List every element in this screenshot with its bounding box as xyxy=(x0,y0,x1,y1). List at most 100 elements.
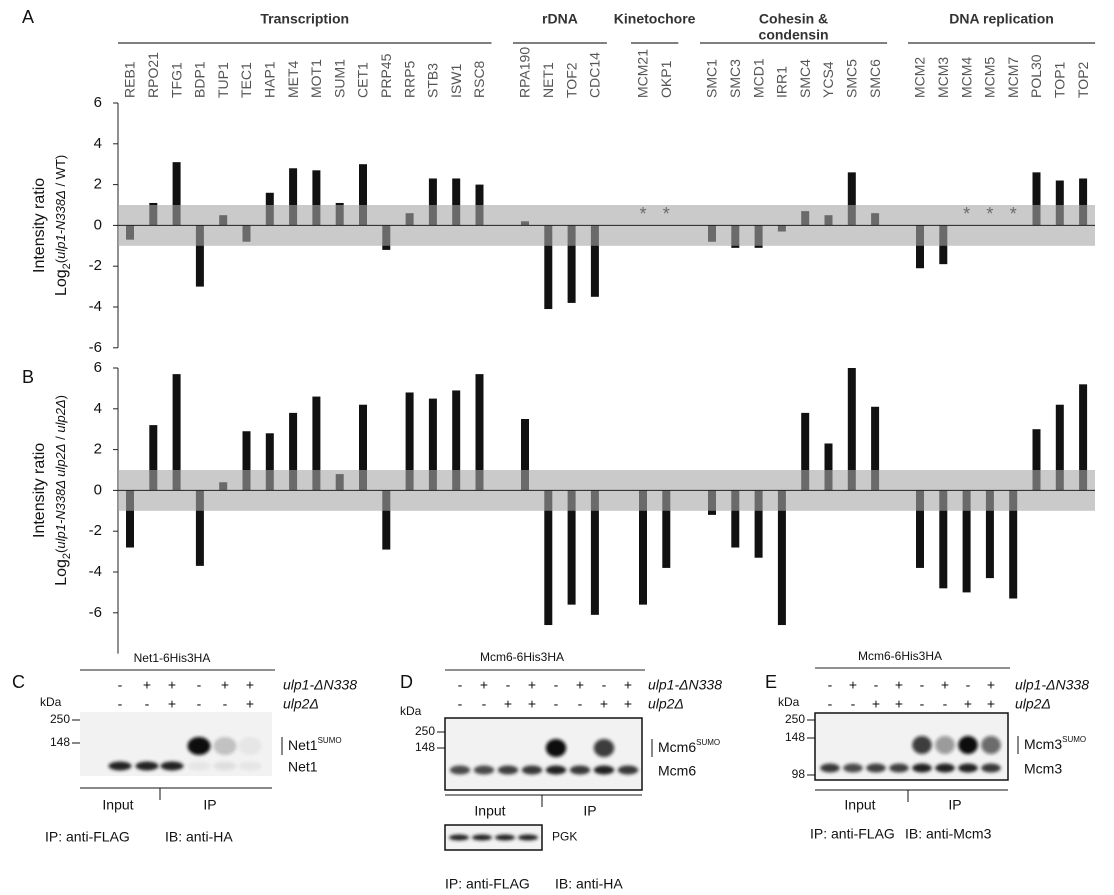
construct: Mcm6-6His3HA xyxy=(480,650,564,664)
sign: - xyxy=(223,696,228,712)
gene-label: PRP45 xyxy=(378,53,394,98)
sign: + xyxy=(576,677,584,693)
panel-letter: C xyxy=(12,672,25,692)
sign: - xyxy=(458,677,463,693)
gene-label: TFG1 xyxy=(168,62,184,98)
sign: + xyxy=(872,696,880,712)
band-signal xyxy=(546,766,566,775)
group-label: Input xyxy=(102,797,133,813)
sign: - xyxy=(145,696,150,712)
sumo-signal xyxy=(546,739,566,757)
y-tick-label: 2 xyxy=(94,441,102,458)
gene-label: BDP1 xyxy=(192,61,208,98)
marker-label: 98 xyxy=(792,767,806,781)
sign: + xyxy=(941,677,949,693)
panel-letter: D xyxy=(400,672,413,692)
band-label: Mcm3 xyxy=(1024,761,1062,777)
kda-label: kDa xyxy=(778,695,800,709)
loading-signal xyxy=(472,835,492,841)
y-tick-label: 0 xyxy=(94,481,102,498)
ib-label: IB: anti-Mcm3 xyxy=(905,826,992,842)
group-label: Transcription xyxy=(260,11,349,27)
sign: + xyxy=(246,677,254,693)
gene-label: MCD1 xyxy=(750,58,766,98)
row-label: ulp2Δ xyxy=(648,696,684,712)
gene-label: ISW1 xyxy=(448,64,464,98)
y-tick-label: -4 xyxy=(89,298,102,315)
ip-label: IP: anti-FLAG xyxy=(45,829,130,845)
sign: - xyxy=(118,696,123,712)
sumo-band-label: Net1SUMO xyxy=(288,736,342,753)
gene-label: MET4 xyxy=(285,60,301,98)
band-signal xyxy=(450,766,470,775)
loading-label: PGK xyxy=(552,830,577,844)
ip-label: IP: anti-FLAG xyxy=(810,826,895,842)
sumo-band-name: Net1 xyxy=(288,737,318,753)
sign: - xyxy=(920,696,925,712)
gene-label: MCM7 xyxy=(1005,57,1021,98)
y-axis-title: Intensity ratio xyxy=(31,443,48,538)
sign: - xyxy=(118,677,123,693)
row-label: ulp2Δ xyxy=(1015,696,1051,712)
gene-label: STB3 xyxy=(425,63,441,98)
y-tick-label: -6 xyxy=(89,339,102,356)
sign: - xyxy=(602,677,607,693)
band-signal xyxy=(522,766,542,775)
ib-label: IB: anti-HA xyxy=(165,829,233,845)
sign: - xyxy=(197,696,202,712)
sign: - xyxy=(482,696,487,712)
sign: - xyxy=(554,696,559,712)
gene-label: TUP1 xyxy=(215,62,231,98)
group-label: Input xyxy=(844,797,875,813)
gene-label: SMC1 xyxy=(704,59,720,98)
sign: + xyxy=(528,677,536,693)
panel-letter: A xyxy=(22,7,34,27)
band-signal xyxy=(474,766,494,775)
band-signal xyxy=(570,766,590,775)
band-label: Net1 xyxy=(288,759,318,775)
panel-letter: B xyxy=(22,367,34,387)
gene-label: MCM4 xyxy=(958,57,974,98)
y-tick-label: 2 xyxy=(94,176,102,193)
band-signal xyxy=(618,766,638,775)
sign: - xyxy=(966,677,971,693)
sign: + xyxy=(987,677,995,693)
figure: AIntensity ratioLog2(ulp1-N338Δ / WT)-6-… xyxy=(0,0,1114,895)
y-axis-title-part: / WT) xyxy=(53,155,68,190)
y-axis-title-part: Log xyxy=(53,559,70,586)
gene-label: IRR1 xyxy=(774,66,790,98)
gene-label: RPA190 xyxy=(517,47,533,98)
y-axis-title-part: ulp1-N338Δ ulp2Δ xyxy=(53,443,68,548)
band-signal xyxy=(161,762,184,771)
band-signal xyxy=(594,766,614,775)
row-label: ulp2Δ xyxy=(283,696,319,712)
sign: + xyxy=(246,696,254,712)
y-axis-title-part: Log xyxy=(53,269,70,296)
sumo-signal xyxy=(239,737,262,755)
sign: + xyxy=(964,696,972,712)
y-tick-label: 4 xyxy=(94,135,102,152)
sign: - xyxy=(828,696,833,712)
gene-label: TOP2 xyxy=(1075,61,1091,98)
band-signal xyxy=(109,762,132,771)
sign: + xyxy=(600,696,608,712)
kda-label: kDa xyxy=(40,695,62,709)
row-label: ulp1-ΔN338 xyxy=(648,677,722,693)
y-axis-title: Intensity ratio xyxy=(31,178,48,273)
group-label: Kinetochore xyxy=(614,11,696,27)
y-axis-title: Log2(ulp1-N338Δ / WT) xyxy=(53,155,73,296)
group-label: Input xyxy=(474,803,505,819)
sign: - xyxy=(851,696,856,712)
gene-label: RRP5 xyxy=(401,60,417,98)
band-signal xyxy=(214,762,237,771)
marker-label: 148 xyxy=(50,735,70,749)
sign: - xyxy=(943,696,948,712)
y-axis-title-part: ulp1-N338Δ xyxy=(53,190,68,259)
band-signal xyxy=(820,764,840,773)
y-tick-label: -6 xyxy=(89,604,102,621)
group-label: IP xyxy=(583,803,596,819)
y-tick-label: 6 xyxy=(94,94,102,111)
group-label: Cohesin & xyxy=(759,11,828,27)
sumo-band-name: Mcm3 xyxy=(1024,736,1062,752)
gene-label: TEC1 xyxy=(238,62,254,98)
